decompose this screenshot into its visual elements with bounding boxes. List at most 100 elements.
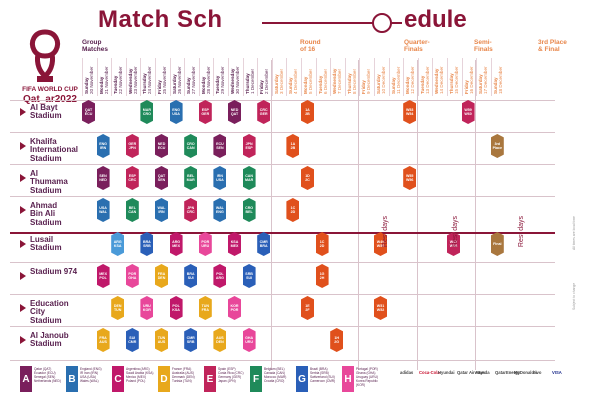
stadium-marker-icon	[20, 108, 26, 116]
stadium-name: Lusail Stadium	[30, 235, 62, 253]
match-badge[interactable]: W53 W54	[403, 100, 417, 124]
match-badge[interactable]: 1A 2B	[301, 100, 314, 124]
date-label: Wednesday 7 December	[332, 69, 343, 94]
match-badge[interactable]: POR URU	[198, 232, 212, 256]
team-1: CAN	[245, 173, 253, 178]
date-value: 15 December	[453, 66, 459, 94]
sponsor-logo: Hyundai	[438, 370, 455, 375]
date-column: Thursday 15 December	[447, 58, 461, 96]
team-2: SUI	[187, 276, 194, 280]
match-badge[interactable]: BRA SUI	[184, 264, 198, 288]
match-badge[interactable]: KSA MEX	[228, 232, 241, 256]
match-badge[interactable]: ENG IRN	[96, 134, 110, 158]
team-1: SRB	[245, 271, 253, 276]
sponsor-logo: QatarEnergy	[495, 370, 521, 375]
match-badge[interactable]: NED QAT	[228, 100, 241, 124]
team-1: W57	[449, 239, 458, 244]
stadium-name: Stadium 974	[30, 267, 78, 276]
match-badge[interactable]: W59 W60	[461, 100, 475, 124]
match-badge[interactable]: 1E 2F	[301, 296, 314, 320]
match-badge[interactable]: BEL CAN	[125, 198, 139, 222]
sponsor-logo: adidas	[400, 370, 414, 375]
match-badge[interactable]: KOR POR	[228, 296, 241, 320]
match-badge[interactable]: JPN ESP	[242, 134, 256, 158]
team-2: GHA	[128, 276, 137, 280]
team-1: 1C	[319, 239, 325, 244]
match-badge[interactable]: BRA SRB	[140, 232, 154, 256]
match-badge[interactable]: ESP GER	[198, 100, 212, 124]
match-badge[interactable]: 1A 2B	[286, 134, 300, 158]
date-column: Sunday 4 December	[286, 58, 300, 96]
team-2: SUI	[246, 276, 253, 280]
team-2: CMR	[128, 340, 137, 344]
group-teams-list: Brazil (BRA) Serbia (SRB) Switzerland (S…	[310, 367, 336, 383]
match-badge[interactable]: TUN AUS	[155, 328, 168, 352]
team-1: SUI	[129, 335, 136, 340]
match-badge[interactable]: ECU SEN	[213, 134, 227, 158]
match-badge[interactable]: Final	[490, 232, 504, 256]
match-badge[interactable]: 3rd Place	[490, 134, 504, 158]
team-2: CRO	[142, 112, 151, 116]
match-badge[interactable]: 1C 2D	[315, 232, 329, 256]
match-badge[interactable]: ENG USA	[169, 100, 183, 124]
match-badge[interactable]: WAL IRN	[155, 198, 168, 222]
team-1: MAR	[142, 107, 151, 112]
team-2: ARG	[215, 276, 224, 280]
match-badge[interactable]: AUS DEN	[213, 328, 227, 352]
match-badge[interactable]: WAL ENG	[213, 198, 227, 222]
date-label: Wednesday 23 November	[128, 66, 139, 94]
match-badge[interactable]: DEN TUN	[111, 296, 125, 320]
team-1: 1A	[305, 107, 310, 112]
team-2: 2B	[305, 112, 310, 116]
match-badge[interactable]: TUN FRA	[198, 296, 212, 320]
match-badge[interactable]: QAT ECU	[82, 100, 95, 124]
match-badge[interactable]: CRO BEL	[242, 198, 256, 222]
match-badge[interactable]: CMR SRB	[184, 328, 198, 352]
match-badge[interactable]: CRO CAN	[184, 134, 198, 158]
page-title: Match Sch	[98, 6, 223, 33]
match-badge[interactable]: ARG MEX	[169, 232, 183, 256]
match-badge[interactable]: 1D 2C	[301, 166, 314, 190]
match-badge[interactable]: GHA URU	[242, 328, 256, 352]
match-badge[interactable]: 1H 2G	[330, 328, 344, 352]
match-badge[interactable]: POR GHA	[125, 264, 139, 288]
match-badge[interactable]: QAT SEN	[155, 166, 168, 190]
match-badge[interactable]: FRA DEN	[155, 264, 168, 288]
match-badge[interactable]: W55 W56	[403, 166, 417, 190]
match-badge[interactable]: SUI CMR	[125, 328, 139, 352]
match-badge[interactable]: W57 W58	[447, 232, 460, 256]
group-teams-list: France (FRA) Australia (AUS) Denmark (DE…	[172, 367, 195, 383]
match-badge[interactable]: 1C 2D	[286, 198, 300, 222]
match-badge[interactable]: W49 W50	[374, 232, 387, 256]
match-badge[interactable]: MEX POL	[96, 264, 110, 288]
team-2: IRN	[158, 210, 165, 214]
team-2: 2D	[290, 210, 296, 214]
date-value: 30 November	[234, 66, 240, 94]
match-badge[interactable]: NED ECU	[155, 134, 168, 158]
match-badge[interactable]: URU KOR	[140, 296, 154, 320]
match-badge[interactable]: IRN USA	[213, 166, 227, 190]
match-badge[interactable]: POL ARG	[213, 264, 227, 288]
match-badge[interactable]: POL KSA	[169, 296, 183, 320]
match-badge[interactable]: W51 W52	[374, 296, 387, 320]
match-badge[interactable]: ARG KSA	[111, 232, 125, 256]
match-badge[interactable]: 1G 2H	[315, 264, 329, 288]
match-badge[interactable]: BEL MAR	[184, 166, 198, 190]
stadium-name: Ahmad Bin Ali Stadium	[30, 201, 62, 227]
match-badge[interactable]: SEN NED	[96, 166, 110, 190]
match-badge[interactable]: FRA AUS	[96, 328, 110, 352]
match-badge[interactable]: GER JPN	[125, 134, 139, 158]
group-letter-badge: A	[20, 366, 32, 392]
group-letter-badge: F	[250, 366, 262, 392]
match-badge[interactable]: SRB SUI	[242, 264, 256, 288]
match-badge[interactable]: USA WAL	[96, 198, 110, 222]
match-badge[interactable]: MAR CRO	[140, 100, 154, 124]
date-column: Saturday 10 December	[374, 58, 388, 96]
group-letter-badge: G	[296, 366, 308, 392]
match-badge[interactable]: CMR BRA	[257, 232, 271, 256]
match-badge[interactable]: ESP CRC	[125, 166, 139, 190]
match-badge[interactable]: CAN MAR	[242, 166, 256, 190]
match-badge[interactable]: JPN CRC	[184, 198, 198, 222]
team-2: W56	[405, 178, 414, 182]
match-badge[interactable]: CRC GER	[257, 100, 271, 124]
